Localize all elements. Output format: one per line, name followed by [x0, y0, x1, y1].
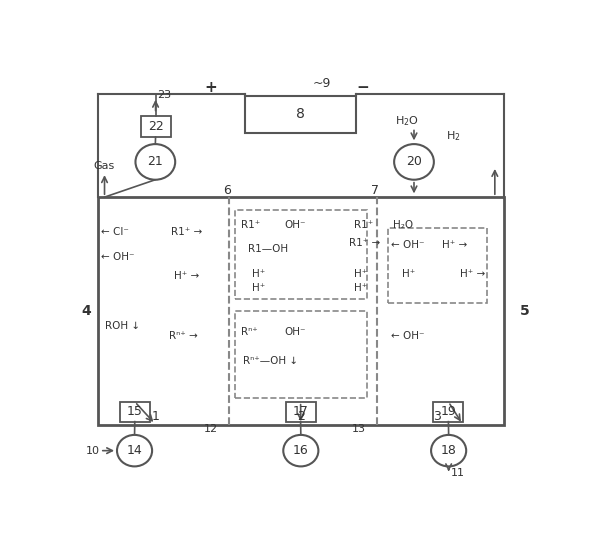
Text: H$_2$: H$_2$ — [446, 129, 461, 143]
Circle shape — [283, 435, 318, 466]
Text: R1⁺ →: R1⁺ → — [349, 238, 381, 247]
Bar — [246, 96, 356, 133]
Text: Gas: Gas — [93, 161, 114, 171]
Circle shape — [431, 435, 466, 466]
Text: ROH ↓: ROH ↓ — [104, 321, 139, 330]
Text: 2: 2 — [297, 410, 305, 423]
Text: H⁺: H⁺ — [354, 269, 367, 279]
Text: R1⁺: R1⁺ — [241, 220, 260, 230]
Text: H⁺: H⁺ — [252, 284, 266, 293]
Text: +: + — [204, 80, 217, 95]
Circle shape — [394, 144, 434, 180]
Text: H⁺: H⁺ — [252, 269, 266, 279]
Text: 12: 12 — [204, 424, 218, 434]
Bar — [387, 228, 487, 303]
Text: 8: 8 — [296, 107, 305, 121]
Text: H⁺ →: H⁺ → — [174, 271, 199, 281]
Text: 21: 21 — [147, 155, 163, 168]
Text: 7: 7 — [371, 185, 378, 197]
Text: 11: 11 — [451, 468, 465, 478]
Text: 3: 3 — [433, 410, 441, 423]
Text: ← OH⁻: ← OH⁻ — [391, 240, 424, 250]
Text: Rⁿ⁺—OH ↓: Rⁿ⁺—OH ↓ — [243, 356, 298, 366]
Text: 22: 22 — [148, 120, 163, 133]
Text: 18: 18 — [440, 444, 457, 457]
Text: R1⁺: R1⁺ — [354, 220, 373, 230]
Bar — [141, 116, 170, 137]
Text: 1: 1 — [151, 410, 159, 423]
Text: 15: 15 — [127, 405, 142, 418]
Bar — [235, 311, 367, 398]
Text: Rⁿ⁺ →: Rⁿ⁺ → — [169, 331, 198, 341]
Text: 10: 10 — [86, 445, 100, 456]
Text: R1—OH: R1—OH — [248, 244, 288, 254]
Text: ← OH⁻: ← OH⁻ — [101, 252, 135, 262]
Text: H⁺: H⁺ — [402, 269, 415, 279]
Text: ~9: ~9 — [312, 77, 331, 90]
Text: 19: 19 — [440, 405, 457, 418]
Text: H⁺ →: H⁺ → — [442, 240, 467, 250]
Bar — [285, 402, 316, 422]
Text: H$_2$O: H$_2$O — [395, 115, 419, 128]
Circle shape — [135, 144, 175, 180]
Text: OH⁻: OH⁻ — [285, 220, 306, 230]
Text: 5: 5 — [520, 304, 530, 318]
Text: 4: 4 — [81, 304, 91, 318]
Circle shape — [117, 435, 152, 466]
Bar — [98, 197, 504, 425]
Text: H⁺: H⁺ — [354, 284, 367, 293]
Text: 17: 17 — [293, 405, 309, 418]
Text: 16: 16 — [293, 444, 309, 457]
Text: H⁺ →: H⁺ → — [460, 269, 485, 279]
Bar — [120, 402, 150, 422]
Bar — [235, 209, 367, 299]
Text: 23: 23 — [157, 90, 171, 100]
Text: Rⁿ⁺: Rⁿ⁺ — [241, 327, 257, 337]
Text: 14: 14 — [127, 444, 142, 457]
Text: −: − — [357, 80, 370, 95]
Bar — [433, 402, 464, 422]
Text: H₂O: H₂O — [393, 220, 414, 230]
Text: ← Cl⁻: ← Cl⁻ — [101, 228, 129, 237]
Text: R1⁺ →: R1⁺ → — [172, 228, 203, 237]
Text: OH⁻: OH⁻ — [285, 327, 306, 337]
Text: 13: 13 — [352, 424, 365, 434]
Text: ← OH⁻: ← OH⁻ — [391, 331, 424, 341]
Text: 6: 6 — [223, 185, 231, 197]
Text: 20: 20 — [406, 155, 422, 168]
